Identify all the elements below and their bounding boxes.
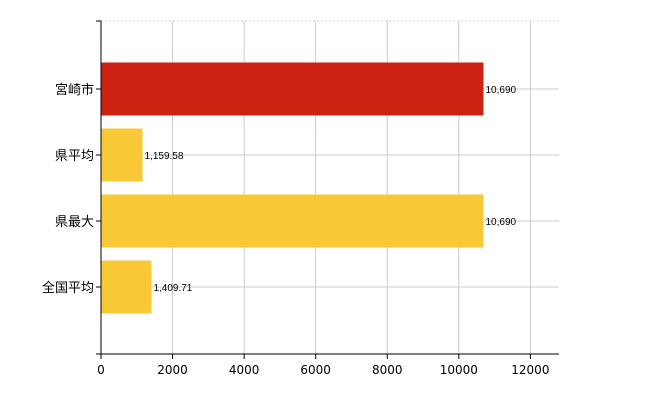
- data-value-label: 10,690: [486, 217, 517, 228]
- bar-layer: [101, 62, 484, 314]
- bar-2: [101, 128, 143, 182]
- category-label: 県最大: [55, 215, 94, 230]
- x-tick-label: 10000: [440, 363, 478, 377]
- x-tick-label: 4000: [229, 363, 260, 377]
- bar-3: [101, 194, 484, 248]
- data-value-label: 1,159.58: [144, 151, 183, 162]
- category-label: 全国平均: [42, 280, 94, 296]
- bar-4: [101, 260, 152, 314]
- bar-1: [101, 62, 484, 116]
- category-label: 宮崎市: [55, 82, 94, 98]
- label-layer: 0 2000 4000 6000 8000 10000 12000 宮崎市 10,690 県平均 1…: [42, 82, 549, 377]
- x-tick-label: 0: [97, 363, 105, 377]
- x-tick-label: 6000: [300, 363, 331, 377]
- category-label: 県平均: [55, 149, 94, 164]
- axis-layer: [96, 20, 559, 359]
- x-tick-label: 12000: [511, 363, 549, 377]
- data-value-label: 1,409.71: [153, 283, 192, 294]
- x-tick-label: 2000: [157, 363, 188, 377]
- x-tick-label: 8000: [372, 363, 403, 377]
- data-value-label: 10,690: [486, 85, 517, 96]
